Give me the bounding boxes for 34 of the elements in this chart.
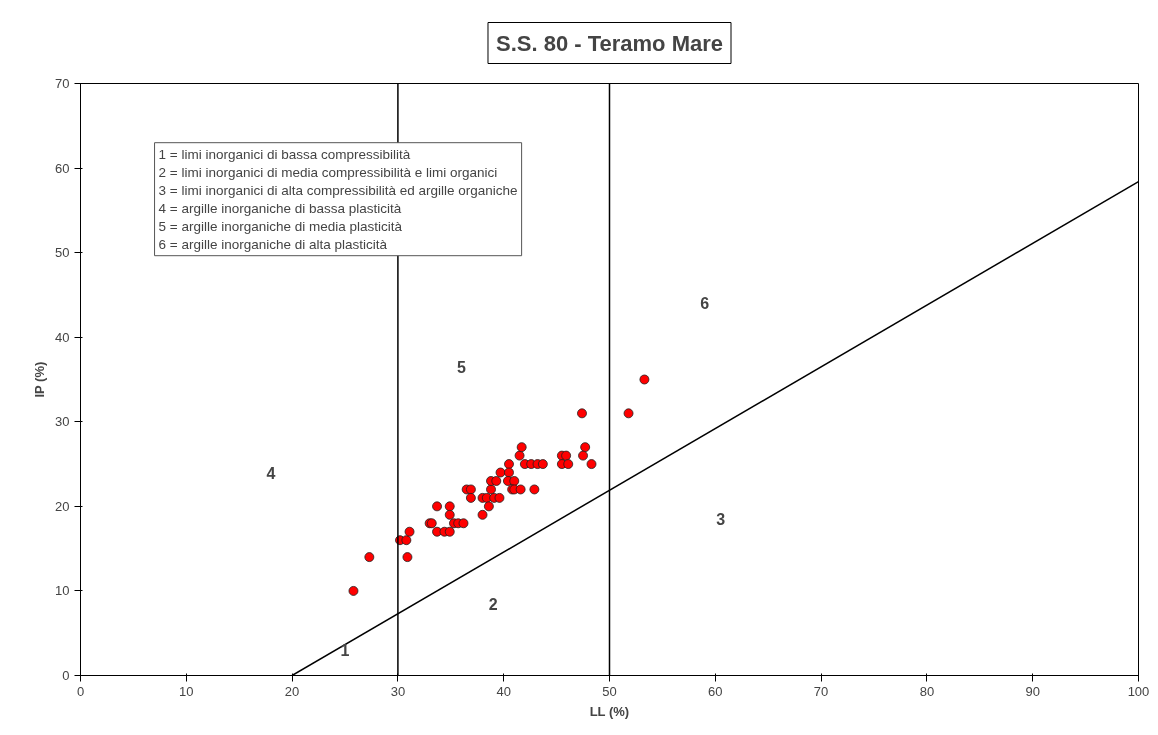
y-axis-title: IP (%)	[32, 361, 48, 398]
y-tick-label: 30	[55, 414, 70, 430]
y-tick-label: 60	[55, 160, 70, 176]
y-tick-label: 0	[62, 668, 70, 683]
y-tick-label: 50	[55, 245, 70, 261]
annotation: 1 = limi inorganici di bassa compressibilità	[158, 146, 411, 162]
annotation: 6 = argille inorganiche di alta plasticità	[158, 236, 388, 252]
x-tick-label: 100	[1127, 683, 1150, 699]
annotation: 4 = argille inorganiche di bassa plasticità	[158, 200, 402, 216]
x-tick-label: 80	[919, 683, 935, 699]
x-tick-label: 50	[602, 683, 617, 699]
x-tick-label: 70	[813, 683, 829, 699]
y-tick-label: 40	[55, 329, 70, 345]
y-tick-label: 10	[55, 583, 70, 599]
annotation: 3	[716, 511, 726, 529]
annotation: 4	[266, 464, 276, 482]
annotation: 5 = argille inorganiche di media plasticità	[158, 218, 403, 234]
x-tick-label: 60	[708, 683, 723, 699]
x-tick-label: 0	[76, 683, 85, 699]
x-axis-title: LL (%)	[589, 703, 630, 719]
annotation: 2	[488, 595, 498, 613]
x-tick-label: 40	[496, 683, 511, 699]
y-tick-label: 70	[55, 76, 70, 91]
x-tick-label: 20	[284, 683, 300, 699]
x-tick-label: 90	[1025, 683, 1040, 699]
chart-title: S.S. 80 - Teramo Mare	[495, 30, 724, 56]
x-tick-label: 30	[390, 683, 406, 699]
y-tick-label: 20	[55, 498, 70, 514]
annotation: 2 = limi inorganici di media compressibilità e limi organici	[158, 164, 498, 180]
annotation: 3 = limi inorganici di alta compressibilità ed argille organiche	[158, 182, 518, 198]
x-tick-label: 10	[179, 683, 194, 699]
annotation: 6	[700, 295, 710, 313]
annotation: 1	[340, 642, 350, 660]
annotation: 5	[456, 358, 466, 376]
